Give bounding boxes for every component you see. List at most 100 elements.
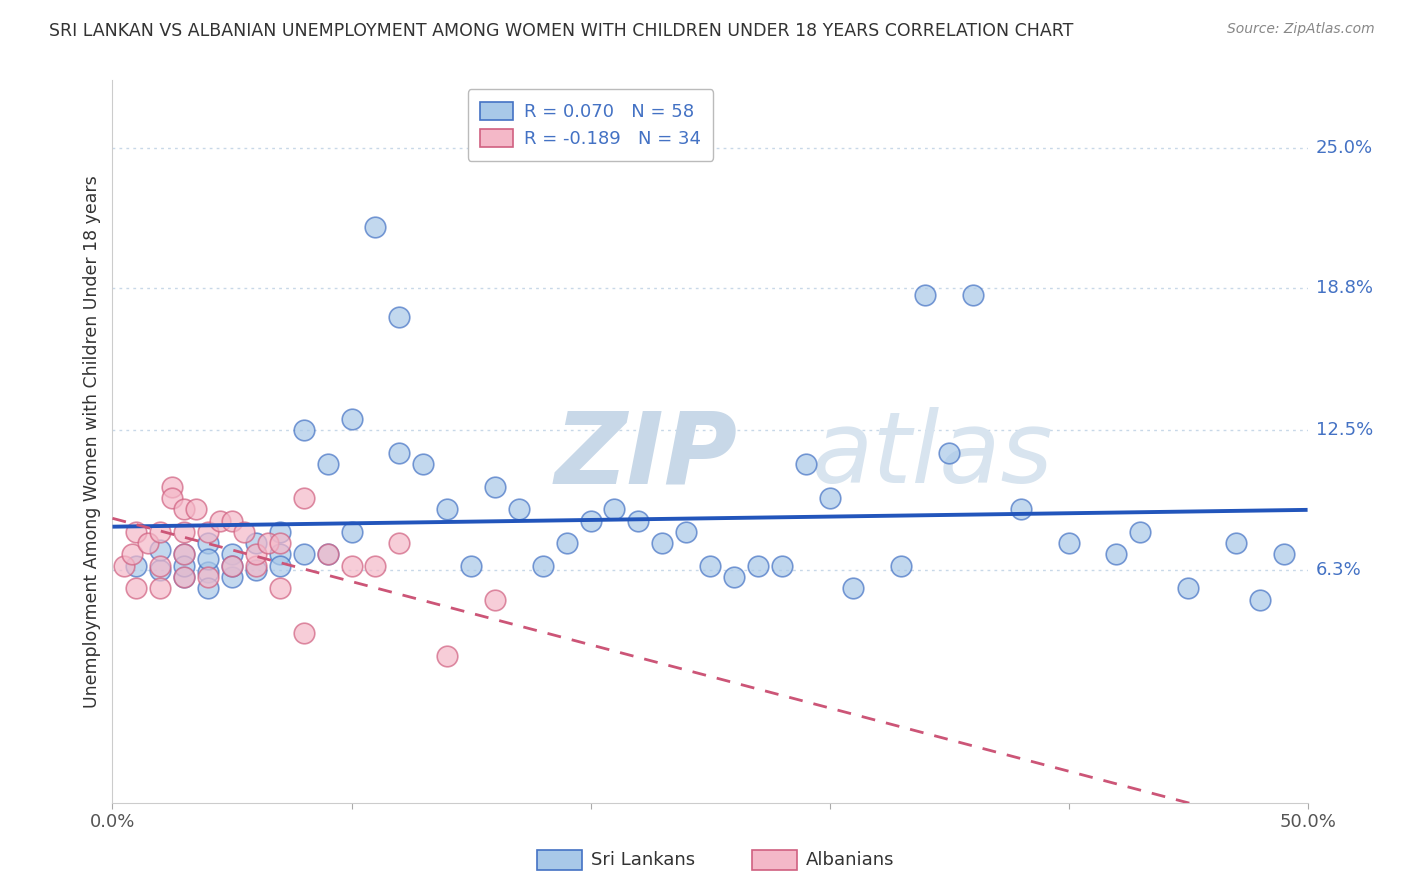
Text: Source: ZipAtlas.com: Source: ZipAtlas.com — [1227, 22, 1375, 37]
Point — [114, 558, 135, 573]
Point — [197, 582, 219, 596]
Point — [842, 582, 865, 596]
Point — [162, 491, 183, 505]
Point — [316, 548, 339, 562]
Text: 6.3%: 6.3% — [1316, 561, 1361, 579]
Point — [221, 558, 243, 573]
Point — [627, 514, 650, 528]
FancyBboxPatch shape — [537, 850, 582, 870]
Point — [1272, 548, 1295, 562]
Point — [269, 582, 291, 596]
Point — [197, 536, 219, 550]
Point — [292, 423, 315, 437]
Point — [1225, 536, 1247, 550]
Point — [121, 548, 143, 562]
Point — [269, 536, 291, 550]
Point — [209, 514, 232, 528]
Point — [555, 536, 578, 550]
Point — [221, 548, 243, 562]
Text: Sri Lankans: Sri Lankans — [591, 851, 695, 869]
Point — [484, 592, 506, 607]
Point — [292, 491, 315, 505]
Point — [269, 548, 291, 562]
Point — [794, 457, 817, 471]
Point — [1249, 592, 1271, 607]
Point — [436, 502, 458, 516]
Point — [412, 457, 434, 471]
Point — [460, 558, 482, 573]
Point — [1129, 524, 1152, 539]
Point — [245, 558, 267, 573]
Point — [938, 446, 960, 460]
Point — [484, 480, 506, 494]
Point — [221, 514, 243, 528]
Point — [138, 536, 160, 550]
Text: ZIP: ZIP — [554, 408, 738, 505]
Point — [651, 536, 673, 550]
Point — [818, 491, 841, 505]
Point — [221, 558, 243, 573]
Point — [173, 570, 195, 584]
Text: Albanians: Albanians — [806, 851, 894, 869]
Point — [173, 548, 195, 562]
Point — [149, 558, 172, 573]
Point — [340, 412, 363, 426]
Legend: R = 0.070   N = 58, R = -0.189   N = 34: R = 0.070 N = 58, R = -0.189 N = 34 — [468, 89, 713, 161]
Point — [149, 542, 172, 557]
Point — [747, 558, 769, 573]
Point — [173, 570, 195, 584]
Point — [1105, 548, 1128, 562]
Point — [890, 558, 912, 573]
Point — [186, 502, 208, 516]
Point — [364, 220, 387, 235]
Text: 18.8%: 18.8% — [1316, 279, 1372, 297]
Point — [340, 558, 363, 573]
Point — [436, 648, 458, 663]
Point — [388, 310, 411, 325]
Point — [221, 570, 243, 584]
Point — [316, 457, 339, 471]
Point — [531, 558, 554, 573]
Text: 25.0%: 25.0% — [1316, 139, 1374, 157]
Point — [292, 626, 315, 640]
Point — [723, 570, 745, 584]
Point — [388, 536, 411, 550]
FancyBboxPatch shape — [752, 850, 797, 870]
Point — [364, 558, 387, 573]
Point — [245, 548, 267, 562]
Point — [269, 558, 291, 573]
Y-axis label: Unemployment Among Women with Children Under 18 years: Unemployment Among Women with Children U… — [83, 175, 101, 708]
Point — [149, 563, 172, 577]
Point — [1177, 582, 1199, 596]
Point — [197, 524, 219, 539]
Point — [269, 524, 291, 539]
Point — [197, 570, 219, 584]
Point — [233, 524, 256, 539]
Point — [292, 548, 315, 562]
Point — [173, 548, 195, 562]
Point — [1010, 502, 1032, 516]
Point — [197, 552, 219, 566]
Point — [162, 480, 183, 494]
Point — [770, 558, 793, 573]
Point — [699, 558, 721, 573]
Point — [197, 566, 219, 580]
Point — [603, 502, 626, 516]
Text: SRI LANKAN VS ALBANIAN UNEMPLOYMENT AMONG WOMEN WITH CHILDREN UNDER 18 YEARS COR: SRI LANKAN VS ALBANIAN UNEMPLOYMENT AMON… — [49, 22, 1074, 40]
Text: atlas: atlas — [811, 408, 1053, 505]
Point — [149, 582, 172, 596]
Point — [149, 524, 172, 539]
Point — [579, 514, 602, 528]
Point — [125, 524, 148, 539]
Point — [245, 536, 267, 550]
Point — [316, 548, 339, 562]
Point — [173, 502, 195, 516]
Text: 12.5%: 12.5% — [1316, 421, 1374, 439]
Point — [388, 446, 411, 460]
Point — [675, 524, 697, 539]
Point — [173, 558, 195, 573]
Point — [125, 558, 148, 573]
Point — [340, 524, 363, 539]
Point — [245, 563, 267, 577]
Point — [257, 536, 280, 550]
